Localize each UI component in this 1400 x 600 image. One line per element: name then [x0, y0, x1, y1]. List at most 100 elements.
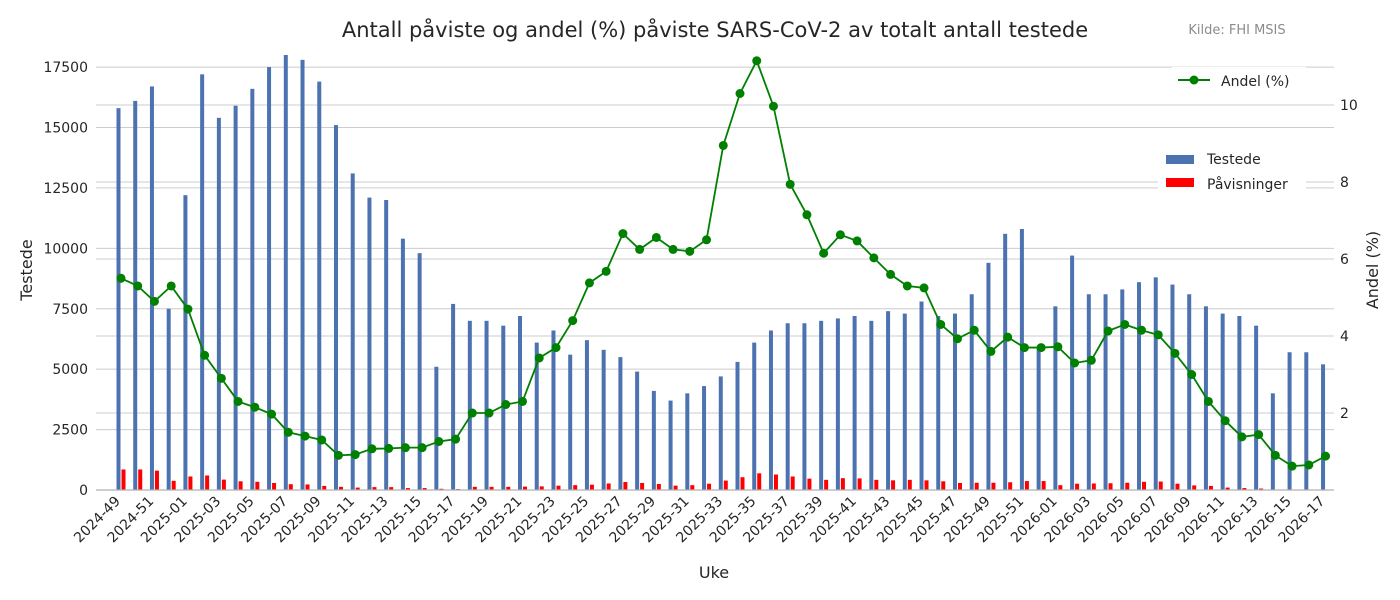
andel-point — [1287, 461, 1297, 471]
andel-point — [584, 278, 594, 288]
bar-pavisninger — [539, 486, 544, 490]
bar-pavisninger — [121, 469, 126, 490]
andel-point — [501, 400, 511, 410]
bar-testede — [1036, 347, 1041, 490]
bar-testede — [752, 342, 757, 490]
bar-testede — [133, 100, 138, 491]
andel-point — [116, 273, 126, 283]
bar-testede — [618, 357, 623, 490]
bar-pavisninger — [623, 482, 628, 490]
bar-pavisninger — [1008, 482, 1013, 490]
legend-swatch-testede — [1166, 155, 1194, 164]
bar-testede — [1103, 294, 1108, 490]
bar-pavisninger — [656, 483, 661, 490]
bar-pavisninger — [1142, 481, 1147, 490]
andel-point — [1187, 370, 1197, 380]
bar-pavisninger — [138, 469, 143, 490]
bar-pavisninger — [1192, 485, 1197, 490]
bar-testede — [785, 323, 790, 490]
bar-testede — [986, 262, 991, 490]
andel-point — [819, 248, 829, 258]
bar-testede — [635, 371, 640, 490]
andel-point — [1036, 343, 1046, 353]
bar-pavisninger — [957, 482, 962, 490]
bar-pavisninger — [891, 480, 896, 490]
andel-point — [752, 56, 762, 66]
andel-point — [484, 408, 494, 418]
bar-testede — [551, 330, 556, 490]
andel-point — [1103, 326, 1113, 336]
y-tick-label-left: 0 — [79, 483, 88, 499]
y-tick-label-left: 5000 — [52, 362, 88, 378]
bar-pavisninger — [221, 479, 226, 490]
bar-testede — [886, 311, 891, 490]
bar-testede — [350, 173, 355, 490]
bar-pavisninger — [673, 485, 678, 490]
axes: 0250050007500100001250015000175002468102… — [43, 60, 1357, 546]
bar-pavisninger — [389, 487, 394, 490]
bar-pavisninger — [405, 488, 410, 490]
y-tick-label-left: 12500 — [43, 181, 88, 197]
bar-testede — [1170, 284, 1175, 490]
bar-pavisninger — [171, 480, 176, 490]
bar-pavisninger — [355, 487, 360, 490]
andel-point — [635, 244, 645, 254]
andel-point — [400, 443, 410, 453]
bar-testede — [1220, 313, 1225, 490]
bar-pavisninger — [857, 478, 862, 490]
bar-pavisninger — [272, 482, 277, 490]
andel-point — [300, 431, 310, 441]
bar-pavisninger — [523, 486, 528, 490]
bar-pavisninger — [907, 479, 912, 490]
bar-pavisninger — [338, 486, 343, 490]
bar-pavisninger — [1175, 483, 1180, 490]
bar-pavisninger — [489, 486, 494, 490]
bar-testede — [685, 393, 690, 490]
bar-testede — [902, 313, 907, 490]
andel-line — [116, 56, 1331, 471]
andel-point — [1254, 430, 1264, 440]
andel-point — [886, 269, 896, 279]
andel-point — [835, 230, 845, 240]
andel-point — [200, 350, 210, 360]
andel-point — [333, 450, 343, 460]
bar-testede — [869, 320, 874, 490]
bar-testede — [1254, 325, 1259, 490]
bar-testede — [1053, 306, 1058, 490]
bar-pavisninger — [606, 483, 611, 490]
bar-pavisninger — [707, 483, 712, 490]
andel-point — [551, 343, 561, 353]
bar-testede — [317, 81, 322, 490]
bar-pavisninger — [640, 482, 645, 490]
bar-testede — [1287, 352, 1292, 490]
bar-testede — [149, 86, 154, 491]
bar-testede — [1019, 229, 1024, 490]
bar-testede — [1237, 316, 1242, 490]
andel-point — [534, 353, 544, 363]
bar-testede — [1120, 289, 1125, 490]
bar-testede — [1086, 294, 1091, 490]
y-tick-label-right: 10 — [1340, 98, 1358, 114]
bar-testede — [718, 376, 723, 490]
andel-point — [869, 253, 879, 263]
bar-pavisninger — [322, 485, 327, 490]
bar-testede — [735, 361, 740, 490]
andel-point — [1003, 332, 1013, 342]
bar-testede — [384, 200, 389, 490]
andel-point — [902, 281, 912, 291]
bar-testede — [852, 316, 857, 490]
bar-testede — [484, 320, 489, 490]
andel-point — [417, 443, 427, 453]
bar-testede — [451, 303, 456, 490]
andel-point — [283, 427, 293, 437]
andel-point — [852, 236, 862, 246]
bar-testede — [819, 320, 824, 490]
bar-pavisninger — [573, 485, 578, 490]
andel-point — [166, 281, 176, 291]
legend-line: Andel (%) — [1172, 67, 1306, 95]
andel-point — [518, 396, 528, 406]
andel-point — [451, 434, 461, 444]
bar-testede — [568, 354, 573, 490]
y-tick-label-left: 7500 — [52, 302, 88, 318]
andel-point — [1137, 325, 1147, 335]
